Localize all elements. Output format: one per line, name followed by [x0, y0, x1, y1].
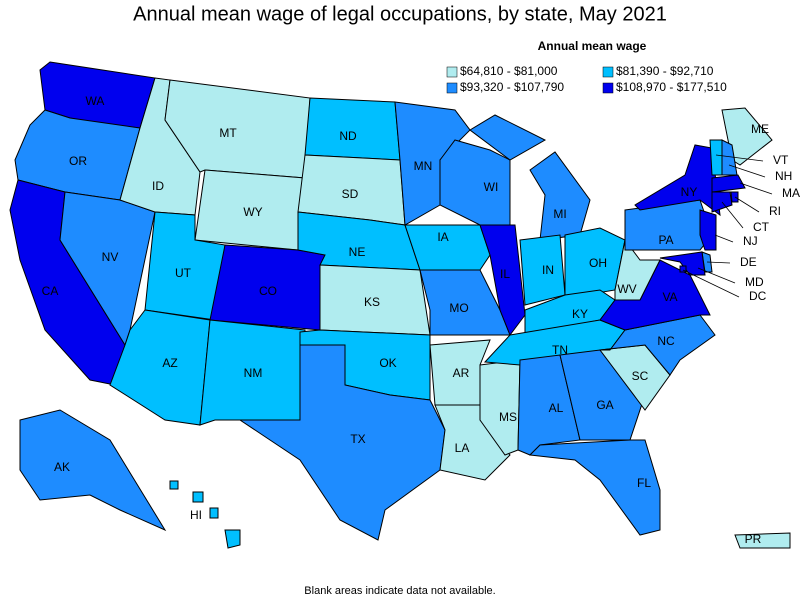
state-label: SC: [632, 369, 649, 383]
leader-line: [715, 154, 764, 162]
map-title: Annual mean wage of legal occupations, b…: [133, 3, 667, 25]
footnote: Blank areas indicate data not available.: [304, 585, 495, 597]
state-label: OH: [589, 256, 607, 270]
state-label: ID: [152, 179, 164, 193]
state-label: IA: [437, 230, 448, 244]
state-label: WV: [617, 282, 636, 296]
state-label: ME: [751, 122, 769, 136]
state-shape: [209, 507, 219, 519]
state-shape: [404, 224, 491, 271]
state-label: WY: [243, 205, 262, 219]
state-label: VA: [662, 290, 677, 304]
state-label: NV: [102, 250, 119, 264]
state-label: NC: [657, 334, 675, 348]
leader-line: [697, 267, 736, 284]
legend-title: Annual mean wage: [538, 39, 647, 53]
state-label: NY: [681, 185, 698, 199]
state-label: NJ: [743, 234, 758, 248]
leader-line: [728, 164, 766, 178]
state-label: CA: [42, 284, 59, 298]
state-label: WA: [86, 94, 105, 108]
state-label: FL: [637, 476, 651, 490]
state-label: PA: [658, 233, 673, 247]
leader-line: [682, 269, 740, 298]
state-label: IN: [542, 263, 554, 277]
state-shape: [730, 191, 739, 203]
state-label: UT: [175, 266, 192, 280]
state-label: KY: [572, 307, 588, 321]
state-label: NM: [244, 366, 263, 380]
state-label: LA: [455, 441, 470, 455]
leader-line: [721, 201, 744, 229]
state-label: IL: [500, 267, 510, 281]
legend-label: $108,970 - $177,510: [616, 80, 727, 94]
state-label: CO: [259, 284, 277, 298]
state-shape: [528, 439, 661, 536]
state-label: OK: [379, 356, 396, 370]
state-label: OR: [69, 154, 87, 168]
state-label: WI: [484, 180, 499, 194]
state-label: KS: [364, 295, 380, 309]
state-label: AK: [54, 460, 70, 474]
state-label: HI: [190, 508, 202, 522]
state-label: DE: [740, 255, 757, 269]
state-label: MA: [782, 186, 800, 200]
state-label: VT: [773, 153, 789, 167]
state-shape: [699, 209, 717, 251]
leader-line: [706, 261, 731, 264]
leader-line: [734, 196, 760, 213]
state-label: AZ: [162, 356, 177, 370]
state-label: MN: [414, 159, 433, 173]
state-label: MS: [499, 410, 517, 424]
state-label: MO: [449, 301, 468, 315]
state-shape: [192, 491, 204, 503]
state-shape: [224, 529, 241, 549]
state-label: PR: [745, 532, 762, 546]
state-label: TN: [552, 343, 568, 357]
state-shape: [709, 139, 723, 176]
state-shape: [529, 151, 591, 241]
state-label: AL: [549, 401, 564, 415]
state-shape: [659, 251, 706, 276]
state-label: DC: [749, 289, 767, 303]
legend-swatch: [602, 66, 614, 78]
state-label: MI: [553, 207, 566, 221]
state-label: RI: [769, 204, 781, 218]
state-label: GA: [596, 398, 613, 412]
state-label: ND: [339, 129, 357, 143]
state-shape: [238, 344, 446, 541]
legend-label: $81,390 - $92,710: [616, 64, 714, 78]
state-shape: [734, 532, 791, 549]
state-label: TX: [350, 432, 365, 446]
state-shape: [469, 114, 547, 161]
leader-line: [714, 234, 734, 243]
state-label: AR: [453, 366, 470, 380]
state-shape: [19, 409, 167, 532]
legend-swatch: [602, 82, 614, 94]
state-label: SD: [342, 187, 359, 201]
legend-swatch: [446, 82, 458, 94]
leader-line: [739, 182, 773, 195]
state-label: MD: [745, 275, 764, 289]
states: [9, 61, 791, 549]
legend-swatch: [446, 66, 458, 78]
state-labels: WA OR CA NV ID MT WY UT AZ CO NM ND SD NE KS OK TX MN IA MO…: [42, 94, 800, 546]
state-shape: [169, 480, 179, 490]
state-shape: [559, 349, 646, 441]
legend-label: $64,810 - $81,000: [460, 64, 558, 78]
state-shape: [711, 174, 746, 193]
state-label: NE: [349, 245, 366, 259]
state-label: NH: [775, 169, 792, 183]
state-label: CT: [753, 220, 770, 234]
legend-label: $93,320 - $107,790: [460, 80, 564, 94]
state-label: MT: [219, 126, 237, 140]
